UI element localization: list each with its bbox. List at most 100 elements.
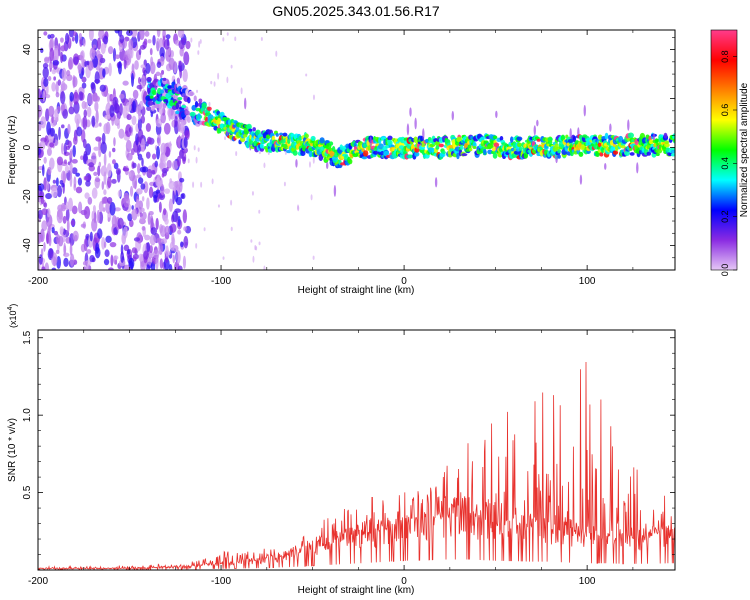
heatmap-cell (183, 136, 188, 148)
heatmap-cell (108, 62, 112, 77)
heatmap-cell (128, 257, 135, 269)
heatmap-cell (46, 121, 51, 136)
heatmap-cell (82, 138, 87, 149)
heatmap-cell (163, 208, 167, 216)
heatmap-cell (80, 223, 86, 228)
heatmap-cell (140, 183, 146, 190)
heatmap-cell (168, 107, 172, 122)
heatmap-cell (55, 92, 60, 98)
heatmap-cell (167, 85, 172, 89)
heatmap-cell (109, 241, 117, 248)
heatmap-cell (146, 76, 152, 83)
heatmap-cell (93, 95, 100, 102)
heatmap-cell (62, 108, 69, 119)
heatmap-cell (175, 110, 180, 115)
heatmap-cell (260, 36, 263, 41)
heatmap-cell (664, 140, 670, 145)
heatmap-cell (125, 139, 132, 153)
heatmap-cell (308, 161, 311, 168)
heatmap-cell (81, 67, 85, 76)
heatmap-cell (129, 185, 134, 197)
heatmap-cell (104, 114, 111, 120)
heatmap-cell (54, 108, 59, 121)
heatmap-cell (56, 185, 63, 198)
heatmap-cell (235, 151, 238, 157)
heatmap-cell (87, 174, 92, 181)
heatmap-cell (102, 68, 106, 78)
snr-panel: -200 -100 0 100 0.5 1.0 1.5 Height of straigh… (7, 304, 676, 596)
heatmap-cell (114, 30, 120, 34)
heatmap-cell (74, 113, 81, 125)
heatmap-cell (258, 209, 261, 214)
heatmap-cell (60, 124, 65, 129)
heatmap-cell (201, 102, 207, 109)
spectrogram-x-label: Height of straight line (km) (298, 285, 415, 296)
heatmap-cell (159, 72, 163, 79)
heatmap-cell (45, 94, 51, 99)
heatmap-cell (115, 54, 120, 60)
heatmap-cell (49, 37, 54, 51)
x-tick-label: -200 (28, 576, 48, 587)
heatmap-cell (46, 147, 52, 157)
heatmap-cell (91, 115, 96, 128)
heatmap-cell (180, 241, 184, 248)
heatmap-cell (75, 172, 81, 177)
heatmap-cell (75, 186, 83, 194)
heatmap-cell (92, 205, 96, 214)
heatmap-cell (140, 75, 146, 89)
heatmap-cell (414, 117, 417, 130)
heatmap-cell (348, 158, 353, 165)
heatmap-cell (190, 37, 193, 43)
y-tick-label: 1.5 (22, 330, 33, 344)
heatmap-cell (155, 217, 159, 230)
heatmap-cell (108, 151, 112, 158)
heatmap-cell (63, 257, 69, 267)
heatmap-cell (68, 30, 75, 38)
heatmap-cell (151, 89, 157, 96)
heatmap-cell (49, 47, 55, 62)
heatmap-cell (122, 80, 129, 86)
heatmap-cell (128, 171, 132, 178)
heatmap-cell (252, 255, 255, 263)
heatmap-cell (146, 197, 150, 210)
heatmap-cell (156, 237, 162, 243)
heatmap-cell (60, 91, 66, 105)
heatmap-cell (387, 135, 393, 141)
heatmap-cell (77, 62, 82, 75)
heatmap-cell (111, 178, 117, 184)
heatmap-cell (49, 33, 55, 39)
spectrogram-frame (37, 29, 676, 271)
heatmap-cell (82, 38, 86, 47)
heatmap-cell (95, 136, 102, 142)
heatmap-cell (103, 123, 109, 135)
heatmap-cell (251, 191, 254, 196)
heatmap-cell (627, 119, 630, 131)
heatmap-cell (69, 173, 73, 188)
heatmap-cell (64, 165, 70, 174)
heatmap-cell (82, 115, 88, 130)
heatmap-cell (182, 156, 186, 162)
heatmap-cell (80, 209, 88, 216)
heatmap-cell (88, 162, 95, 168)
heatmap-cell (69, 91, 74, 102)
heatmap-cell (150, 215, 154, 228)
heatmap-cell (38, 123, 42, 132)
heatmap-cell (132, 89, 139, 100)
heatmap-cell (81, 76, 87, 83)
heatmap-cell (126, 152, 133, 161)
heatmap-cell (670, 147, 675, 151)
heatmap-cell (111, 114, 115, 126)
heatmap-cell (131, 115, 137, 126)
heatmap-cell (165, 34, 171, 40)
heatmap-cell (177, 265, 183, 270)
heatmap-cell (140, 64, 146, 69)
heatmap-cell (150, 227, 158, 235)
snr-frame (37, 329, 676, 571)
heatmap-cell (244, 97, 247, 110)
heatmap-cell (48, 105, 55, 117)
heatmap-cell (406, 123, 410, 136)
y-tick-label: -20 (22, 189, 33, 204)
heatmap-cell (333, 184, 337, 197)
heatmap-cell (536, 138, 541, 142)
heatmap-cell (60, 51, 64, 64)
